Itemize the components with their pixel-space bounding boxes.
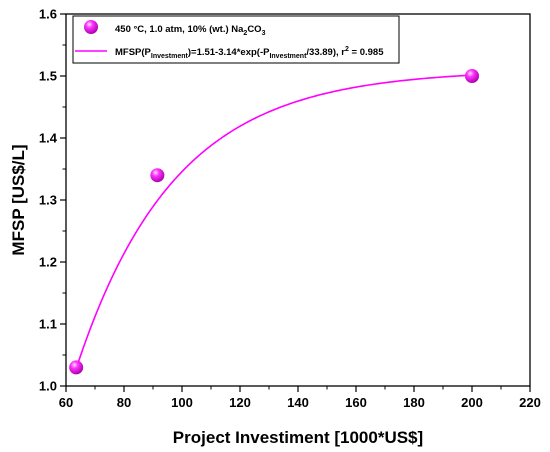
x-tick-label: 100 [171,395,193,410]
x-tick-label: 160 [345,395,367,410]
axis-ticks [60,13,531,392]
legend: 450 °C, 1.0 atm, 10% (wt.) Na2CO3 MFSP(P… [72,15,400,64]
y-tick-label: 1.2 [39,255,57,270]
y-tick-label: 1.5 [39,69,57,84]
y-tick-label: 1.1 [39,317,57,332]
x-tick-label: 180 [403,395,425,410]
x-tick-label: 140 [287,395,309,410]
legend-marker-icon [84,20,98,34]
fit-curve [75,74,473,369]
legend-box [72,15,400,64]
x-tick-label: 60 [59,395,73,410]
y-tick-label: 1.3 [39,193,57,208]
x-tick-labels: 60 80 100 120 140 160 180 200 220 [59,395,541,410]
data-points [69,69,479,375]
data-point [69,360,84,375]
y-axis-title: MFSP [US$/L] [9,144,28,255]
plot-area [65,13,531,387]
y-tick-label: 1.6 [39,7,57,22]
x-tick-label: 80 [117,395,131,410]
y-tick-labels: 1.0 1.1 1.2 1.3 1.4 1.5 1.6 [39,7,58,394]
x-tick-label: 200 [461,395,483,410]
y-tick-label: 1.0 [39,379,57,394]
data-point [150,168,165,183]
legend-label-fit: MFSP(PInvestment)=1.51-3.14*exp(-PInvest… [115,46,384,60]
x-tick-label: 220 [519,395,541,410]
x-tick-label: 120 [229,395,251,410]
x-axis-title: Project Investiment [1000*US$] [173,428,423,447]
y-tick-label: 1.4 [39,131,58,146]
data-point [465,69,479,83]
legend-label-data: 450 °C, 1.0 atm, 10% (wt.) Na2CO3 [115,24,266,37]
